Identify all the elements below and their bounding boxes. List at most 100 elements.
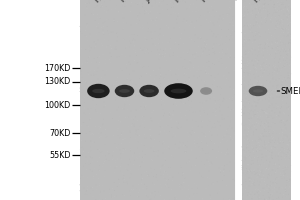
Point xyxy=(242,161,247,164)
Point xyxy=(122,27,126,30)
Point xyxy=(280,27,285,30)
Point xyxy=(114,111,118,114)
Point xyxy=(128,168,133,172)
Point xyxy=(200,101,205,105)
Point xyxy=(167,114,172,117)
Point xyxy=(243,128,248,132)
Point xyxy=(100,28,105,32)
Point xyxy=(157,82,162,85)
Point xyxy=(190,131,195,134)
Point xyxy=(242,55,246,58)
Point xyxy=(244,146,249,149)
Point xyxy=(266,114,270,117)
Point xyxy=(160,64,165,68)
Text: Jurkat: Jurkat xyxy=(143,0,165,4)
Point xyxy=(173,193,178,196)
Point xyxy=(269,193,274,196)
Point xyxy=(241,16,246,19)
Point xyxy=(272,70,277,73)
Point xyxy=(278,192,283,195)
Point xyxy=(251,143,256,146)
Point xyxy=(261,168,266,172)
Point xyxy=(284,53,289,56)
Point xyxy=(171,103,176,106)
Point xyxy=(287,106,292,109)
Point xyxy=(282,150,286,153)
Point xyxy=(248,30,253,34)
Point xyxy=(82,163,87,167)
Point xyxy=(272,186,277,189)
Point xyxy=(261,196,266,199)
Point xyxy=(249,191,254,194)
Point xyxy=(97,150,102,153)
Point xyxy=(257,196,262,199)
Point xyxy=(273,50,278,53)
Point xyxy=(158,75,163,78)
Point xyxy=(122,59,127,62)
Point xyxy=(268,95,273,98)
Point xyxy=(172,111,177,115)
Point xyxy=(254,146,259,149)
Point xyxy=(260,132,265,135)
Point xyxy=(256,163,260,166)
Point xyxy=(270,109,274,112)
Point xyxy=(283,169,288,172)
Point xyxy=(183,102,188,105)
Point xyxy=(89,61,94,64)
Point xyxy=(262,197,267,200)
Point xyxy=(274,180,278,183)
Point xyxy=(278,26,283,29)
Point xyxy=(262,88,267,92)
Point xyxy=(239,159,244,162)
Point xyxy=(136,40,141,44)
Point xyxy=(254,126,259,129)
Point xyxy=(278,17,283,20)
Point xyxy=(240,110,245,113)
Point xyxy=(127,35,131,38)
Point xyxy=(274,88,278,91)
Point xyxy=(211,9,215,12)
Point xyxy=(272,181,276,185)
Point xyxy=(87,55,92,58)
Point xyxy=(161,99,166,102)
Point xyxy=(279,0,284,4)
Point xyxy=(194,10,198,13)
Point xyxy=(172,92,176,95)
Point xyxy=(255,111,260,114)
Point xyxy=(280,146,284,149)
Point xyxy=(206,152,211,155)
Point xyxy=(247,50,252,53)
Point xyxy=(154,152,159,155)
Point xyxy=(78,99,82,102)
Point xyxy=(184,142,189,145)
Point xyxy=(273,139,278,142)
Point xyxy=(271,167,276,171)
Point xyxy=(194,51,199,54)
Point xyxy=(243,53,248,56)
Point xyxy=(286,147,291,150)
Point xyxy=(264,159,269,162)
Point xyxy=(239,31,244,34)
Point xyxy=(100,165,105,168)
Point xyxy=(196,125,201,128)
Point xyxy=(249,159,254,162)
Point xyxy=(233,125,238,128)
Point xyxy=(121,20,126,24)
Point xyxy=(288,176,293,179)
Point xyxy=(82,106,87,110)
Point xyxy=(80,98,84,101)
Point xyxy=(251,3,256,6)
Point xyxy=(147,198,152,200)
Point xyxy=(242,164,247,167)
Point xyxy=(286,76,291,79)
Point xyxy=(100,184,105,187)
Point xyxy=(276,71,281,75)
Point xyxy=(259,19,264,23)
Point xyxy=(266,42,270,45)
Point xyxy=(262,141,267,144)
Point xyxy=(136,83,141,86)
Point xyxy=(219,28,224,31)
Point xyxy=(258,26,262,29)
Point xyxy=(152,149,156,153)
Point xyxy=(247,154,251,157)
